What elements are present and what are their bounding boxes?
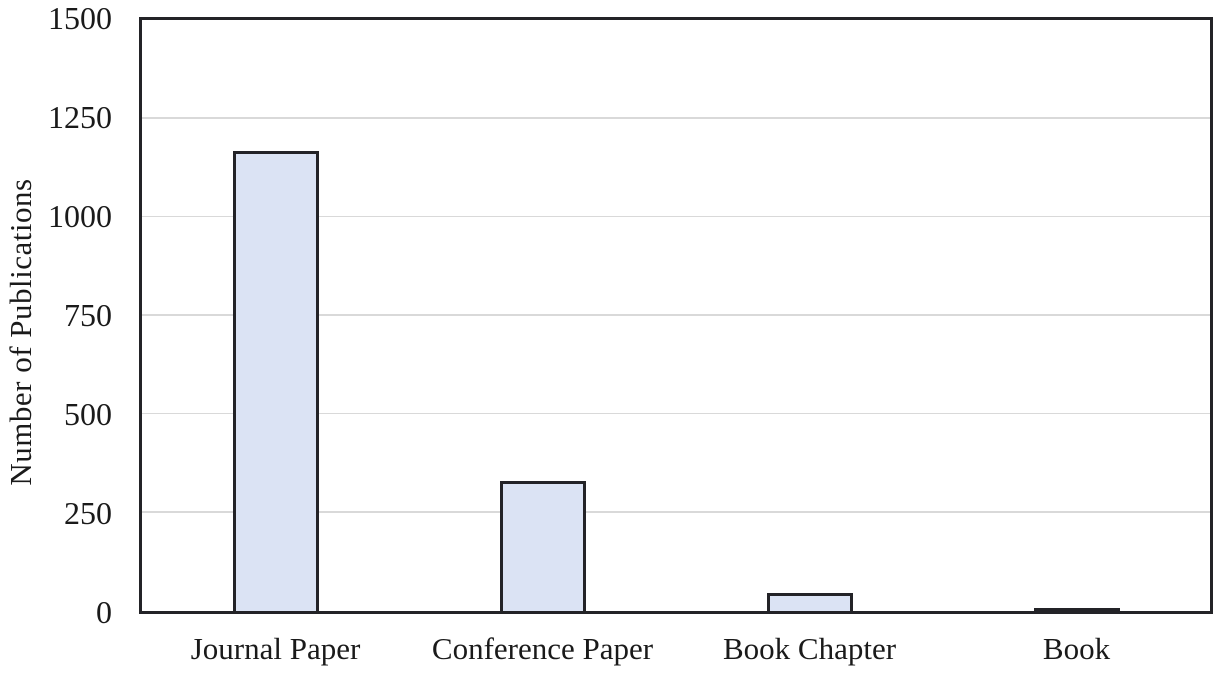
y-tick-label-250: 250 [64, 495, 112, 531]
x-category-label-conference-paper: Conference Paper [431, 631, 654, 666]
plot-area [139, 17, 1213, 614]
gridline-1000 [142, 215, 1210, 217]
gridline-500 [142, 412, 1210, 414]
gridline-1250 [142, 117, 1210, 119]
y-tick-label-1500: 1500 [48, 0, 112, 36]
y-tick-label-500: 500 [64, 396, 112, 432]
bar-book-chapter [766, 593, 853, 611]
bar-conference-paper [499, 480, 586, 611]
y-tick-label-1250: 1250 [48, 99, 112, 135]
y-tick-label-1000: 1000 [48, 198, 112, 234]
gridline-750 [142, 314, 1210, 316]
x-category-label-book-chapter: Book Chapter [722, 631, 897, 666]
plot-inner [142, 20, 1210, 611]
bar-journal-paper [232, 151, 319, 611]
y-axis-ticks: 0 250 500 750 1000 1250 1500 [0, 2, 112, 628]
y-tick-label-750: 750 [64, 297, 112, 333]
y-tick-label-0: 0 [96, 594, 112, 630]
x-category-label-journal-paper: Journal Paper [190, 631, 361, 666]
x-axis-labels: Journal Paper Conference Paper Book Chapte… [142, 622, 1210, 672]
gridline-250 [142, 511, 1210, 513]
x-category-label-book: Book [1042, 631, 1111, 666]
bar-book [1033, 607, 1120, 611]
